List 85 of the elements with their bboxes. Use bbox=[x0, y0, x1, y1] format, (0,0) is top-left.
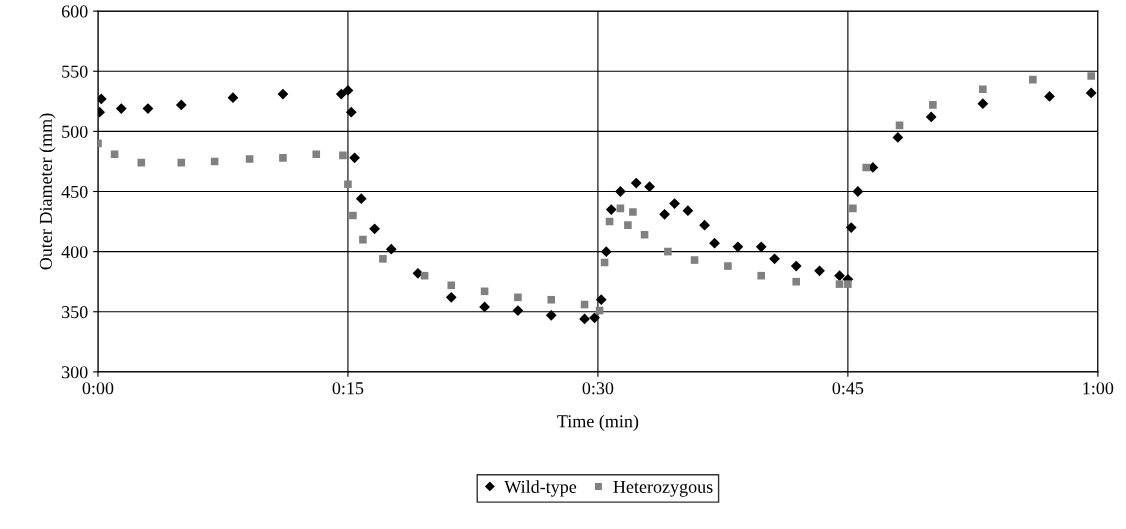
point bbox=[732, 241, 744, 253]
point bbox=[512, 305, 524, 316]
point bbox=[379, 255, 387, 263]
point bbox=[600, 246, 612, 258]
point bbox=[479, 301, 490, 313]
point bbox=[589, 312, 600, 324]
point bbox=[545, 309, 557, 321]
point bbox=[359, 235, 367, 244]
point bbox=[709, 237, 720, 249]
point bbox=[1087, 72, 1095, 80]
y-tick-label: 350 bbox=[62, 306, 88, 319]
y-axis-title: Outer Diameter (mm) bbox=[39, 113, 56, 270]
x-tick-label: 0:15 bbox=[332, 382, 364, 395]
legend-label: Wild-type bbox=[504, 480, 577, 497]
x-tick-label: 0:30 bbox=[582, 382, 614, 395]
point bbox=[845, 222, 857, 233]
point bbox=[97, 93, 107, 105]
point bbox=[755, 241, 767, 253]
point bbox=[385, 243, 397, 255]
point bbox=[790, 260, 802, 272]
point bbox=[514, 293, 522, 302]
y-tick-label: 300 bbox=[62, 366, 88, 379]
point bbox=[629, 208, 637, 216]
y-tick-label: 450 bbox=[61, 185, 88, 198]
point bbox=[979, 85, 987, 94]
point bbox=[335, 88, 347, 100]
point bbox=[447, 281, 456, 290]
point bbox=[547, 295, 556, 304]
point bbox=[349, 211, 357, 220]
point bbox=[834, 270, 845, 282]
point bbox=[349, 152, 360, 164]
point bbox=[605, 204, 617, 215]
x-tick-label: 1:00 bbox=[1083, 382, 1114, 395]
point bbox=[110, 150, 119, 159]
point bbox=[115, 103, 127, 114]
point bbox=[624, 221, 632, 229]
x-tick-label: 0:45 bbox=[832, 382, 864, 395]
point bbox=[312, 150, 321, 159]
point bbox=[814, 265, 825, 277]
legend-label: Heterozygous bbox=[613, 480, 713, 497]
y-tick-label: 500 bbox=[62, 125, 88, 138]
point bbox=[682, 205, 694, 217]
point bbox=[177, 158, 186, 167]
point bbox=[1029, 75, 1037, 84]
point bbox=[369, 223, 380, 235]
point bbox=[277, 88, 289, 100]
point bbox=[615, 186, 626, 197]
point bbox=[757, 271, 766, 280]
point bbox=[892, 132, 904, 143]
point bbox=[699, 219, 710, 231]
point bbox=[862, 163, 871, 172]
point bbox=[355, 193, 367, 205]
point bbox=[724, 262, 732, 270]
x-axis-title: Time (min) bbox=[557, 414, 639, 432]
point bbox=[977, 98, 989, 110]
point bbox=[852, 186, 864, 197]
point bbox=[339, 151, 347, 160]
point bbox=[690, 256, 699, 264]
point bbox=[1085, 87, 1097, 99]
point bbox=[849, 204, 857, 213]
point bbox=[792, 277, 801, 286]
point bbox=[669, 198, 680, 209]
point bbox=[445, 291, 457, 303]
y-tick-label: 550 bbox=[62, 65, 88, 78]
y-tick-label: 600 bbox=[61, 5, 88, 18]
point bbox=[659, 208, 670, 220]
point bbox=[929, 101, 937, 109]
point bbox=[595, 294, 607, 306]
point bbox=[769, 253, 780, 265]
point bbox=[835, 280, 844, 288]
point bbox=[175, 99, 187, 111]
y-tick-label: 400 bbox=[61, 245, 88, 259]
point bbox=[279, 154, 287, 162]
point bbox=[925, 111, 937, 123]
point bbox=[345, 106, 357, 118]
point bbox=[844, 280, 852, 288]
point bbox=[640, 230, 649, 239]
point bbox=[137, 158, 146, 167]
x-tick-label: 0:00 bbox=[82, 382, 114, 395]
point bbox=[344, 180, 352, 189]
point bbox=[1044, 91, 1055, 102]
point bbox=[630, 177, 642, 189]
point bbox=[227, 92, 239, 104]
point bbox=[664, 247, 672, 256]
point bbox=[245, 155, 254, 163]
